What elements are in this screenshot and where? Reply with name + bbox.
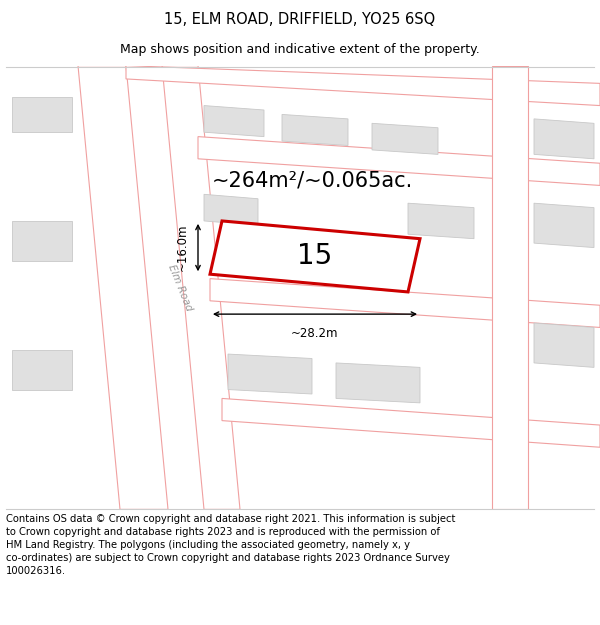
Polygon shape — [408, 203, 474, 239]
Polygon shape — [534, 119, 594, 159]
Polygon shape — [336, 363, 420, 403]
Polygon shape — [12, 349, 72, 389]
Polygon shape — [204, 194, 258, 226]
Polygon shape — [210, 221, 420, 292]
Polygon shape — [210, 279, 600, 328]
Polygon shape — [492, 66, 528, 509]
Text: 15: 15 — [298, 242, 332, 271]
Text: Map shows position and indicative extent of the property.: Map shows position and indicative extent… — [120, 42, 480, 56]
Polygon shape — [126, 66, 600, 106]
Polygon shape — [534, 323, 594, 368]
Polygon shape — [78, 66, 168, 509]
Polygon shape — [198, 137, 600, 186]
Polygon shape — [222, 399, 600, 448]
Text: Elm Road: Elm Road — [166, 262, 194, 312]
Text: ~28.2m: ~28.2m — [291, 328, 339, 341]
Text: ~264m²/~0.065ac.: ~264m²/~0.065ac. — [211, 171, 413, 191]
Polygon shape — [282, 114, 348, 146]
Polygon shape — [204, 106, 264, 137]
Text: 15, ELM ROAD, DRIFFIELD, YO25 6SQ: 15, ELM ROAD, DRIFFIELD, YO25 6SQ — [164, 12, 436, 27]
Polygon shape — [162, 66, 240, 509]
Polygon shape — [12, 221, 72, 261]
Polygon shape — [228, 354, 312, 394]
Polygon shape — [534, 203, 594, 248]
Text: ~16.0m: ~16.0m — [176, 224, 189, 271]
Text: Contains OS data © Crown copyright and database right 2021. This information is : Contains OS data © Crown copyright and d… — [6, 514, 455, 576]
Polygon shape — [372, 123, 438, 154]
Polygon shape — [12, 97, 72, 132]
